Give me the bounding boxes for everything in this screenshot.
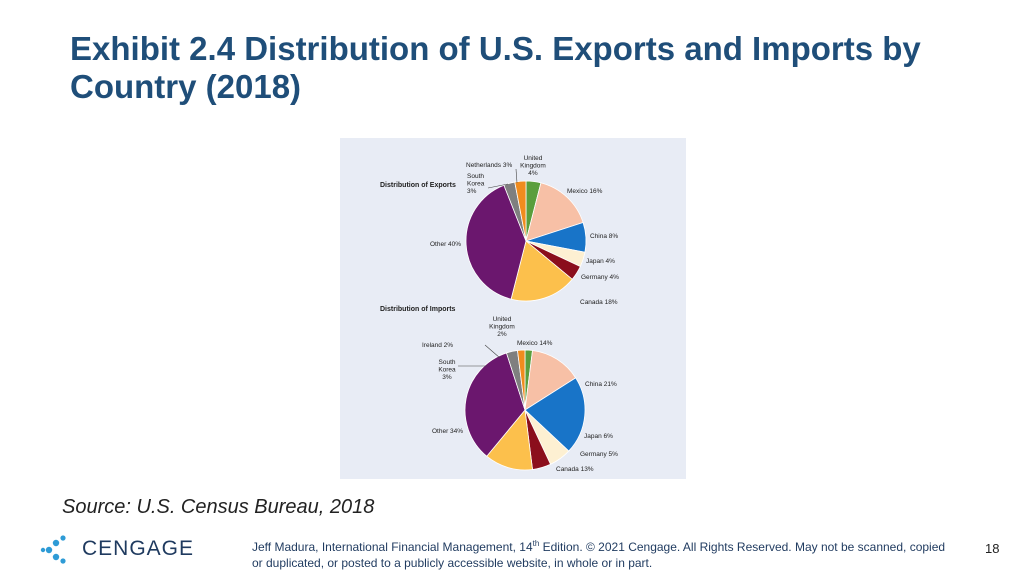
imports-label-other: Other 34% (432, 428, 463, 435)
slide-title: Exhibit 2.4 Distribution of U.S. Exports… (70, 30, 921, 105)
imports-label-south-korea: South Korea 3% (438, 359, 456, 381)
exhibit-figure: Distribution of Exports United Kingdom 4% Me… (340, 138, 686, 479)
copyright-footer: Jeff Madura, International Financial Man… (252, 536, 952, 571)
exports-label-united-kingdom: United Kingdom 4% (520, 155, 546, 177)
imports-slice-ireland (517, 349, 526, 411)
exports-label-germany: Germany 4% (581, 274, 619, 281)
imports-chart-title: Distribution of Imports (380, 306, 456, 313)
imports-pie-chart: Distribution of Imports United Kingdom 2%Me… (380, 306, 618, 473)
exports-slice-canada (510, 240, 573, 302)
exports-label-netherlands: Netherlands 3% (466, 162, 512, 169)
cengage-dots-logo-icon (40, 535, 66, 564)
exports-label-netherlands-leader-line (515, 168, 518, 184)
exports-label-other: Other 40% (430, 241, 461, 248)
exports-slice-other (465, 184, 527, 300)
imports-label-china: China 21% (585, 381, 617, 388)
exports-pie-chart: Distribution of Exports United Kingdom 4% Me… (380, 155, 619, 306)
exports-chart-title: Distribution of Exports (380, 182, 456, 189)
imports-label-germany: Germany 5% (580, 451, 618, 458)
imports-label-united-kingdom: United Kingdom 2% (489, 316, 515, 338)
exports-label-china: China 8% (590, 233, 618, 240)
logo-wordmark: CENGAGE (82, 537, 195, 560)
exports-slice-mexico (525, 182, 584, 242)
exports-label-canada: Canada 18% (580, 299, 618, 306)
footer-superscript: th (532, 539, 540, 548)
pie-charts: Distribution of Exports United Kingdom 4% Me… (380, 155, 619, 473)
exports-label-south-korea: South Korea 3% (467, 173, 485, 195)
imports-label-ireland: Ireland 2% (422, 342, 453, 349)
imports-label-japan: Japan 6% (584, 433, 613, 440)
exports-slice-netherlands (514, 180, 527, 242)
source-note: Source: U.S. Census Bureau, 2018 (62, 496, 375, 518)
imports-slice-other (464, 352, 526, 457)
imports-slice-mexico (524, 350, 577, 411)
imports-slice-china (524, 377, 586, 452)
footer-text-part2: Edition. © 2021 Cengage. All Rights Rese… (252, 540, 946, 570)
cengage-logo: CENGAGE (40, 534, 194, 564)
footer-text-part1: Jeff Madura, International Financial Man… (252, 540, 533, 554)
imports-label-canada: Canada 13% (556, 466, 594, 473)
exports-label-mexico: Mexico 16% (567, 188, 603, 195)
exports-label-south-korea-leader-line (487, 183, 509, 189)
imports-label-mexico: Mexico 14% (517, 340, 553, 347)
imports-label-ireland-leader-line (484, 344, 501, 359)
page-number: 18 (985, 541, 1000, 556)
exports-label-japan: Japan 4% (586, 258, 615, 265)
